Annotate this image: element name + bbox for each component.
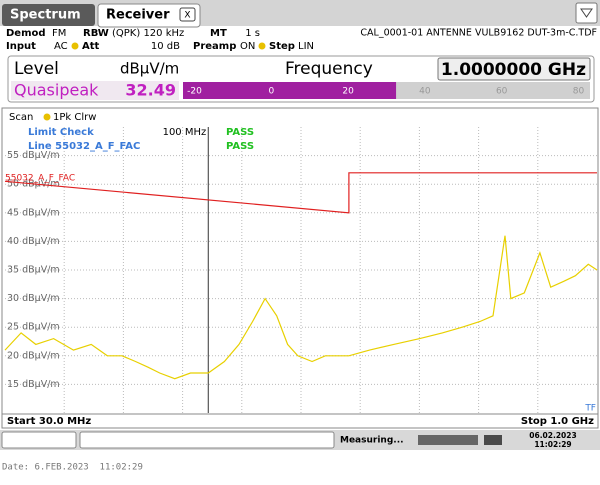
y-tick-label: 40 dBµV/m bbox=[7, 236, 60, 247]
limit-check: Limit Check bbox=[28, 127, 94, 138]
time: 11:02:29 bbox=[534, 440, 571, 449]
value: (QPK) 120 kHz bbox=[112, 28, 184, 39]
chart-panel bbox=[1, 107, 599, 429]
value: FM bbox=[52, 28, 66, 39]
value: AC bbox=[54, 41, 68, 52]
date: 06.02.2023 bbox=[529, 431, 576, 440]
label: MT bbox=[210, 28, 227, 39]
level-label: Level bbox=[14, 59, 59, 79]
pass: PASS bbox=[226, 127, 254, 138]
y-tick-label: 35 dBµV/m bbox=[7, 265, 60, 276]
trace bbox=[4, 235, 598, 380]
y-tick-label: 55 dBµV/m bbox=[7, 150, 60, 161]
label: Step bbox=[269, 41, 295, 52]
limit-line-name: Line 55032_A_F_FAC bbox=[28, 141, 140, 152]
status-field bbox=[79, 431, 335, 449]
pass: PASS bbox=[226, 141, 254, 152]
detector: Quasipeak bbox=[14, 81, 99, 100]
frequency-label: Frequency bbox=[285, 59, 373, 79]
bar-tick-label: 60 bbox=[496, 87, 508, 97]
bar-tick-label: 40 bbox=[419, 87, 431, 97]
y-tick-label: 15 dBµV/m bbox=[7, 379, 60, 390]
value: 1 s bbox=[245, 28, 260, 39]
plot: 55 dBµV/m50 dBµV/m45 dBµV/m40 dBµV/m35 d… bbox=[4, 127, 598, 413]
x-tick-label: 100 MHz bbox=[163, 127, 207, 138]
value: LIN bbox=[298, 41, 314, 52]
settings: Demod FM RBW (QPK) 120 kHz MT 1 s CAL_00… bbox=[6, 28, 597, 53]
close-button[interactable] bbox=[179, 7, 196, 22]
tab-spectrum[interactable] bbox=[2, 4, 95, 26]
label: Preamp bbox=[193, 41, 236, 52]
transducer: CAL_0001-01 ANTENNE VULB9162 DUT-3m-C.TD… bbox=[360, 28, 597, 39]
level-unit: dBµV/m bbox=[120, 60, 179, 78]
limit-label: 55032_A_F_FAC bbox=[5, 174, 75, 184]
label: RBW bbox=[83, 28, 109, 39]
close-icon: X bbox=[184, 11, 190, 21]
trace bbox=[4, 172, 597, 214]
corner-label: TF bbox=[584, 404, 596, 414]
bar-fill bbox=[183, 82, 397, 99]
y-tick-label: 45 dBµV/m bbox=[7, 207, 60, 218]
label: Att bbox=[82, 41, 100, 52]
status-field bbox=[1, 431, 77, 449]
level-value: 32.49 bbox=[125, 81, 176, 100]
stop-label: Stop 1.0 GHz bbox=[521, 416, 594, 427]
value: ON bbox=[240, 41, 255, 52]
dot bbox=[71, 42, 79, 50]
frequency-box[interactable] bbox=[437, 57, 591, 81]
scan-label: Scan bbox=[9, 112, 33, 123]
progress bbox=[418, 435, 502, 445]
label: Input bbox=[6, 41, 36, 52]
menu-icon bbox=[580, 8, 593, 18]
detector-box bbox=[11, 81, 179, 100]
tab-label: Spectrum bbox=[10, 8, 81, 23]
frequency-value: 1.0000000 GHz bbox=[441, 60, 586, 80]
dot bbox=[258, 42, 266, 50]
tab-label: Receiver bbox=[106, 8, 170, 23]
y-tick-label: 25 dBµV/m bbox=[7, 322, 60, 333]
bar-tick-label: -20 bbox=[187, 87, 202, 97]
measuring: Measuring... bbox=[340, 436, 404, 446]
label: Demod bbox=[6, 28, 46, 39]
footer: Date: 6.FEB.2023 11:02:29 bbox=[2, 463, 143, 473]
y-tick-label: 20 dBµV/m bbox=[7, 350, 60, 361]
start-label: Start 30.0 MHz bbox=[7, 416, 91, 427]
bar-tick-label: 80 bbox=[573, 87, 585, 97]
value: 10 dB bbox=[151, 41, 180, 52]
bar-tick-label: 20 bbox=[342, 87, 354, 97]
legend-entry: 1Pk Clrw bbox=[53, 112, 96, 123]
level-bar: -20 0 20 40 60 80 bbox=[183, 82, 590, 99]
bar-tick-label: 0 bbox=[268, 87, 274, 97]
menu-button[interactable] bbox=[575, 2, 598, 24]
tab-receiver[interactable] bbox=[97, 3, 201, 28]
trace-dot bbox=[43, 113, 51, 121]
y-tick-label: 30 dBµV/m bbox=[7, 293, 60, 304]
